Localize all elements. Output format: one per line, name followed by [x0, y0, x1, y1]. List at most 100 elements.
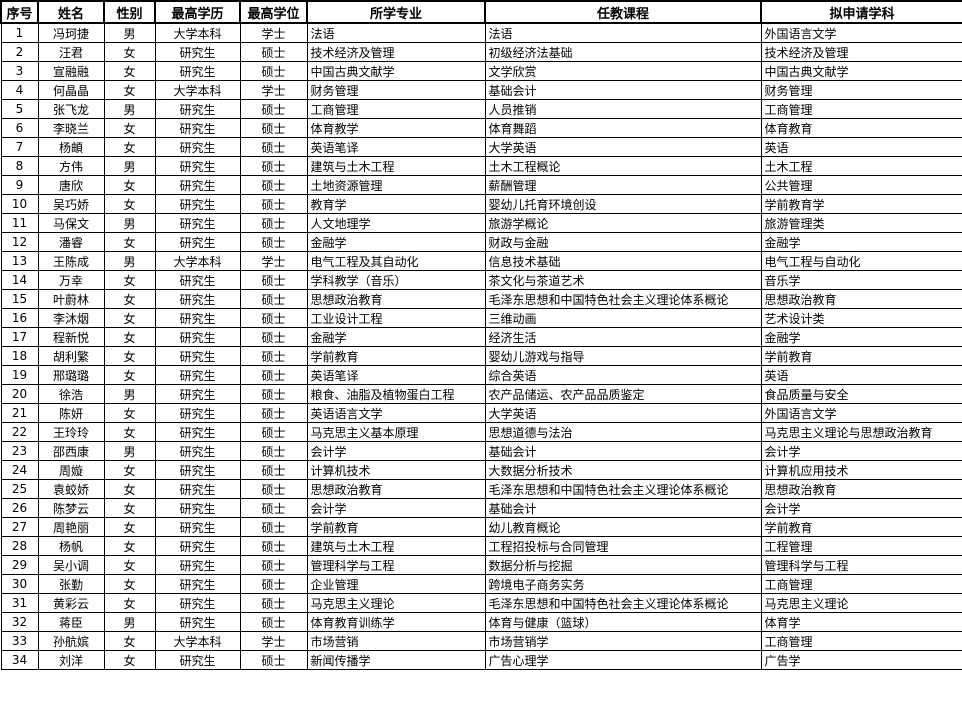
cell-education: 研究生 — [154, 156, 241, 176]
cell-gender: 男 — [103, 156, 156, 176]
cell-name: 何晶晶 — [37, 80, 105, 100]
cell-major: 教育学 — [306, 194, 486, 214]
table-row: 13 王陈成 男 大学本科 学士 电气工程及其自动化 信息技术基础 电气工程与自… — [0, 251, 962, 271]
cell-subject: 工商管理 — [760, 99, 962, 119]
table-row: 17 程新悦 女 研究生 硕士 金融学 经济生活 金融学 — [0, 327, 962, 347]
cell-subject: 工商管理 — [760, 574, 962, 594]
cell-degree: 硕士 — [239, 612, 308, 632]
cell-name: 陈妍 — [37, 403, 105, 423]
cell-name: 叶蔚林 — [37, 289, 105, 309]
cell-subject: 公共管理 — [760, 175, 962, 195]
cell-education: 研究生 — [154, 479, 241, 499]
cell-degree: 硕士 — [239, 213, 308, 233]
cell-course: 广告心理学 — [484, 650, 762, 670]
cell-gender: 女 — [103, 593, 156, 613]
cell-no: 27 — [0, 517, 39, 537]
cell-name: 方伟 — [37, 156, 105, 176]
cell-course: 综合英语 — [484, 365, 762, 385]
cell-education: 研究生 — [154, 327, 241, 347]
cell-major: 管理科学与工程 — [306, 555, 486, 575]
cell-degree: 硕士 — [239, 365, 308, 385]
table-row: 29 吴小调 女 研究生 硕士 管理科学与工程 数据分析与挖掘 管理科学与工程 — [0, 555, 962, 575]
cell-course: 信息技术基础 — [484, 251, 762, 271]
cell-gender: 女 — [103, 365, 156, 385]
cell-course: 毛泽东思想和中国特色社会主义理论体系概论 — [484, 289, 762, 309]
cell-course: 薪酬管理 — [484, 175, 762, 195]
cell-degree: 硕士 — [239, 175, 308, 195]
cell-no: 9 — [0, 175, 39, 195]
table-row: 32 蒋臣 男 研究生 硕士 体育教育训练学 体育与健康（篮球） 体育学 — [0, 612, 962, 632]
cell-subject: 英语 — [760, 137, 962, 157]
cell-no: 25 — [0, 479, 39, 499]
header-cell-degree: 最高学位 — [239, 0, 308, 24]
cell-major: 会计学 — [306, 441, 486, 461]
table-row: 8 方伟 男 研究生 硕士 建筑与土木工程 土木工程概论 土木工程 — [0, 156, 962, 176]
cell-course: 财政与金融 — [484, 232, 762, 252]
cell-course: 基础会计 — [484, 498, 762, 518]
table-row: 18 胡利繁 女 研究生 硕士 学前教育 婴幼儿游戏与指导 学前教育 — [0, 346, 962, 366]
cell-education: 研究生 — [154, 99, 241, 119]
cell-subject: 艺术设计类 — [760, 308, 962, 328]
cell-subject: 思想政治教育 — [760, 289, 962, 309]
cell-subject: 食品质量与安全 — [760, 384, 962, 404]
cell-name: 万幸 — [37, 270, 105, 290]
cell-gender: 女 — [103, 270, 156, 290]
cell-gender: 女 — [103, 137, 156, 157]
cell-course: 初级经济法基础 — [484, 42, 762, 62]
cell-course: 体育与健康（篮球） — [484, 612, 762, 632]
cell-no: 1 — [0, 22, 39, 43]
cell-education: 研究生 — [154, 175, 241, 195]
cell-name: 李沐烟 — [37, 308, 105, 328]
cell-education: 大学本科 — [154, 251, 241, 271]
header-cell-subject: 拟申请学科 — [760, 0, 962, 24]
table-row: 23 邵西康 男 研究生 硕士 会计学 基础会计 会计学 — [0, 441, 962, 461]
cell-course: 工程招投标与合同管理 — [484, 536, 762, 556]
cell-course: 三维动画 — [484, 308, 762, 328]
cell-name: 潘睿 — [37, 232, 105, 252]
cell-gender: 男 — [103, 22, 156, 43]
cell-course: 体育舞蹈 — [484, 118, 762, 138]
header-cell-name: 姓名 — [37, 0, 105, 24]
cell-course: 毛泽东思想和中国特色社会主义理论体系概论 — [484, 479, 762, 499]
cell-course: 茶文化与茶道艺术 — [484, 270, 762, 290]
cell-gender: 女 — [103, 574, 156, 594]
table-row: 34 刘洋 女 研究生 硕士 新闻传播学 广告心理学 广告学 — [0, 650, 962, 670]
cell-course: 农产品储运、农产品品质鉴定 — [484, 384, 762, 404]
cell-education: 研究生 — [154, 232, 241, 252]
cell-education: 研究生 — [154, 384, 241, 404]
cell-subject: 外国语言文学 — [760, 403, 962, 423]
cell-major: 土地资源管理 — [306, 175, 486, 195]
cell-name: 程新悦 — [37, 327, 105, 347]
cell-subject: 中国古典文献学 — [760, 61, 962, 81]
cell-subject: 英语 — [760, 365, 962, 385]
cell-no: 33 — [0, 631, 39, 651]
cell-degree: 学士 — [239, 22, 308, 43]
cell-name: 黄彩云 — [37, 593, 105, 613]
cell-no: 18 — [0, 346, 39, 366]
cell-course: 大数据分析技术 — [484, 460, 762, 480]
table-body: 1 冯珂捷 男 大学本科 学士 法语 法语 外国语言文学 2 汪君 女 研究生 … — [0, 22, 962, 670]
table-row: 19 邢璐璐 女 研究生 硕士 英语笔译 综合英语 英语 — [0, 365, 962, 385]
cell-no: 17 — [0, 327, 39, 347]
table-row: 25 袁蛟娇 女 研究生 硕士 思想政治教育 毛泽东思想和中国特色社会主义理论体… — [0, 479, 962, 499]
cell-name: 刘洋 — [37, 650, 105, 670]
cell-major: 工业设计工程 — [306, 308, 486, 328]
cell-major: 财务管理 — [306, 80, 486, 100]
cell-course: 市场营销学 — [484, 631, 762, 651]
cell-gender: 女 — [103, 289, 156, 309]
cell-education: 研究生 — [154, 308, 241, 328]
table-row: 12 潘睿 女 研究生 硕士 金融学 财政与金融 金融学 — [0, 232, 962, 252]
cell-degree: 硕士 — [239, 61, 308, 81]
header-cell-no: 序号 — [0, 0, 39, 24]
cell-course: 婴幼儿托育环境创设 — [484, 194, 762, 214]
cell-name: 袁蛟娇 — [37, 479, 105, 499]
cell-gender: 女 — [103, 403, 156, 423]
cell-course: 人员推销 — [484, 99, 762, 119]
cell-education: 研究生 — [154, 612, 241, 632]
cell-degree: 硕士 — [239, 422, 308, 442]
cell-course: 大学英语 — [484, 403, 762, 423]
cell-major: 建筑与土木工程 — [306, 536, 486, 556]
cell-name: 邢璐璐 — [37, 365, 105, 385]
cell-education: 研究生 — [154, 42, 241, 62]
cell-no: 21 — [0, 403, 39, 423]
